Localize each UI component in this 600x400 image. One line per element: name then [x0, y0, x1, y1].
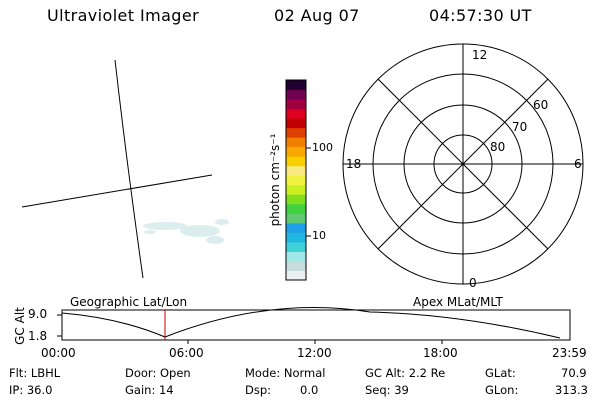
ip-info: IP: 36.0: [9, 383, 53, 397]
app-title: Ultraviolet Imager: [47, 6, 200, 25]
date-label: 02 Aug 07: [274, 6, 360, 25]
polar-label-12: 12: [472, 48, 488, 62]
color-bar-segment: [286, 137, 306, 148]
door-info: Door: Open: [125, 366, 191, 380]
time-label: 04:57:30 UT: [429, 6, 532, 25]
polar-label-18: 18: [346, 157, 362, 171]
glon-label: GLon:: [485, 383, 519, 397]
y-tick-label-9: 9.0: [28, 307, 48, 321]
color-bar: [286, 80, 306, 281]
meridian-line: [114, 59, 144, 279]
color-bar-segment: [286, 232, 306, 243]
x-tick-label-12: 12:00: [297, 346, 332, 360]
mode-info: Mode: Normal: [245, 366, 326, 380]
colorbar-tick-label-100: 100: [312, 141, 333, 154]
polar-plot: [342, 43, 584, 285]
apex-title: Apex MLat/MLT: [413, 295, 503, 309]
latitude-line: [21, 174, 213, 208]
color-bar-segment: [286, 203, 306, 214]
polar-diagonal-2: [377, 78, 549, 250]
glat-value: 70.9: [561, 366, 587, 380]
color-bar-frame: [285, 79, 307, 281]
dsp-value: 0.0: [300, 383, 319, 397]
color-bar-segment: [286, 175, 306, 186]
colorbar-label: photon cm⁻²s⁻¹: [268, 133, 282, 227]
polar-ring-label-80: 80: [490, 140, 506, 154]
polar-ring-label-70: 70: [512, 120, 528, 134]
seq-info: Seq: 39: [365, 383, 409, 397]
color-bar-segment: [286, 80, 306, 91]
aurora-emission: [143, 219, 229, 244]
color-bar-segment: [286, 194, 306, 205]
x-tick-label-18: 18:00: [423, 346, 458, 360]
color-bar-segment: [286, 118, 306, 129]
gc-alt-axis-label: GC Alt: [13, 307, 27, 345]
polar-ring-label-60: 60: [533, 98, 549, 112]
y-tick-label-1-8: 1.8: [28, 329, 48, 343]
color-bar-segment: [286, 108, 306, 119]
x-tick-label-06: 06:00: [169, 346, 204, 360]
colorbar-tick-label-10: 10: [312, 229, 326, 242]
color-bar-segment: [286, 156, 306, 167]
color-bar-segment: [286, 165, 306, 176]
color-bar-segment: [286, 99, 306, 110]
color-bar-segment: [286, 127, 306, 138]
color-bar-segment: [286, 270, 306, 281]
gc-alt-info: GC Alt: 2.2 Re: [365, 366, 446, 380]
x-tick-label-00: 00:00: [41, 346, 76, 360]
altitude-plot-frame: [61, 309, 571, 341]
altitude-curve: [61, 307, 561, 339]
color-bar-segment: [286, 251, 306, 262]
x-tick-label-2359: 23:59: [552, 346, 587, 360]
color-bar-segment: [286, 184, 306, 195]
color-bar-segment: [286, 222, 306, 233]
polar-label-0: 0: [469, 276, 477, 290]
color-bar-segment: [286, 260, 306, 271]
geographic-title: Geographic Lat/Lon: [70, 295, 188, 309]
gain-info: Gain: 14: [125, 383, 174, 397]
filter-info: Flt: LBHL: [9, 366, 61, 380]
color-bar-segment: [286, 146, 306, 157]
glat-label: GLat:: [485, 366, 516, 380]
color-bar-segment: [286, 89, 306, 100]
color-bar-segment: [286, 241, 306, 252]
color-bar-segment: [286, 213, 306, 224]
polar-label-6: 6: [574, 157, 582, 171]
dsp-label: Dsp:: [245, 383, 272, 397]
glon-value: 313.3: [555, 383, 588, 397]
